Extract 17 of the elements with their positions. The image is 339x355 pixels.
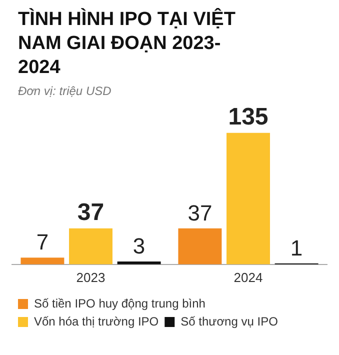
data-label: 37 [77,198,104,226]
legend-label: Số tiền IPO huy động trung bình [34,296,206,310]
bar [69,228,112,264]
data-label: 1 [290,235,303,260]
chart-subtitle: Đơn vị: triệu USD [18,84,112,98]
bar [20,258,64,264]
data-label: 37 [188,200,212,226]
data-label: 135 [228,103,268,130]
data-label: 3 [132,234,146,259]
data-label: 7 [36,230,49,255]
bar [226,132,270,264]
legend-label: Số thương vụ IPO [180,314,278,328]
bar [178,228,222,264]
x-tick-label: 2023 [76,270,106,285]
chart-title: TÌNH HÌNH IPO TẠI VIỆT NAM GIAI ĐOẠN 2023-2024 [18,8,236,80]
x-tick-label: 2024 [234,270,263,285]
legend-label: Vốn hóa thị trường IPO [34,314,159,328]
